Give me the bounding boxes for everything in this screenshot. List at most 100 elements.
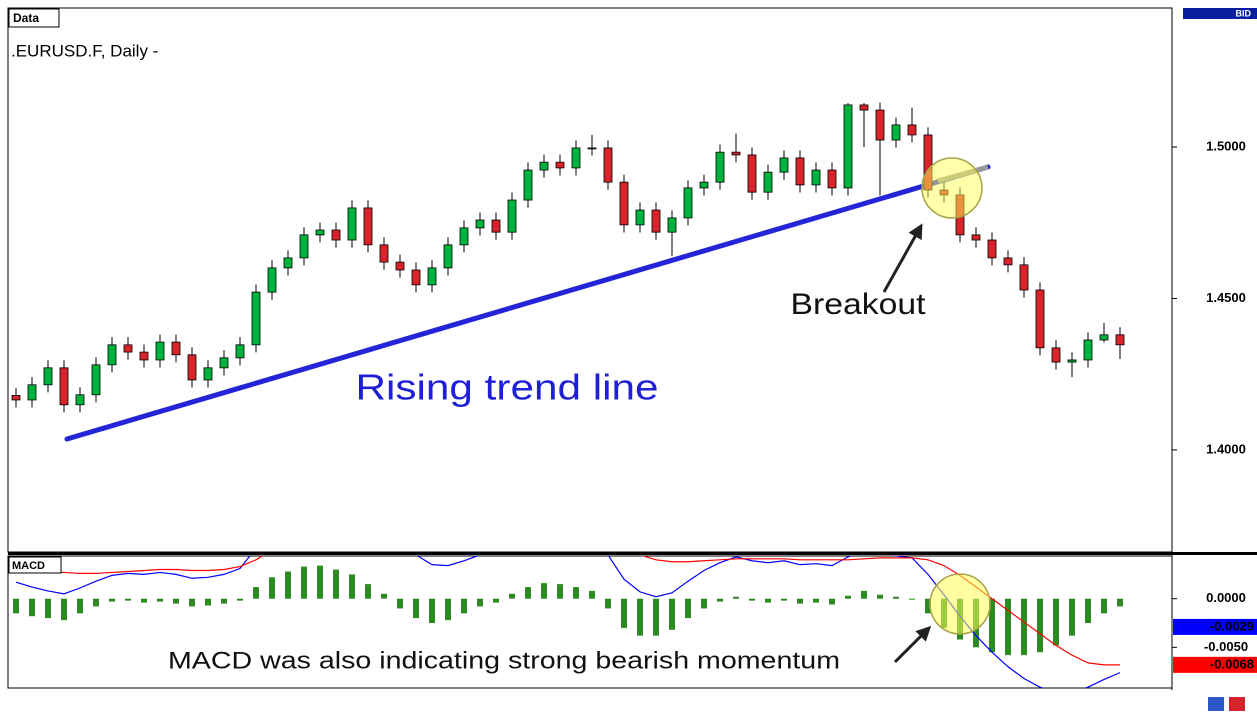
candle-body bbox=[187, 354, 197, 381]
histogram-bar bbox=[285, 571, 291, 599]
histogram-bar bbox=[45, 598, 51, 619]
histogram-bar bbox=[493, 598, 499, 603]
toolbar-icon[interactable] bbox=[1208, 697, 1224, 711]
histogram-bar bbox=[733, 596, 739, 599]
candle-body bbox=[827, 169, 837, 189]
candle-body bbox=[1019, 264, 1029, 291]
macd-annotation: MACD was also indicating strong bearish … bbox=[168, 647, 840, 674]
candle-body bbox=[459, 227, 469, 246]
histogram-bar bbox=[701, 598, 707, 609]
candle-body bbox=[747, 154, 757, 193]
candle-body bbox=[203, 367, 213, 381]
value-marker-label: -0.0068 bbox=[1210, 656, 1254, 671]
histogram-bar bbox=[845, 595, 851, 599]
histogram-bar bbox=[621, 598, 627, 628]
candle-body bbox=[43, 367, 53, 386]
candle-body bbox=[155, 341, 165, 361]
candle-body bbox=[1115, 334, 1125, 346]
histogram-bar bbox=[813, 598, 819, 603]
histogram-bar bbox=[925, 598, 931, 614]
candle-body bbox=[635, 209, 645, 226]
histogram-bar bbox=[637, 598, 643, 636]
histogram-bar bbox=[189, 598, 195, 607]
candle-body bbox=[507, 199, 517, 233]
histogram-bar bbox=[909, 598, 915, 600]
histogram-bar bbox=[445, 598, 451, 621]
histogram-bar bbox=[173, 598, 179, 604]
candle-body bbox=[475, 219, 485, 229]
candle-body bbox=[731, 151, 741, 156]
value-marker-label: -0.0029 bbox=[1210, 618, 1254, 633]
candle-body bbox=[619, 181, 629, 226]
candle-body bbox=[587, 147, 597, 150]
candle-body bbox=[971, 234, 981, 241]
histogram-bar bbox=[1069, 598, 1075, 636]
candle-body bbox=[667, 217, 677, 233]
candle-body bbox=[267, 267, 277, 293]
histogram-bar bbox=[1101, 598, 1107, 614]
candle-body bbox=[11, 395, 21, 401]
macd-label-box bbox=[8, 556, 62, 574]
candle-body bbox=[443, 244, 453, 269]
candle-body bbox=[219, 357, 229, 369]
candle-body bbox=[379, 244, 389, 263]
y-tick-label: 0.0000 bbox=[1206, 590, 1246, 605]
candle-body bbox=[139, 351, 149, 361]
bid-box bbox=[1183, 8, 1257, 19]
candle-body bbox=[91, 364, 101, 396]
histogram-bar bbox=[157, 598, 163, 602]
histogram-bar bbox=[477, 598, 483, 607]
histogram-bar bbox=[397, 598, 403, 609]
candle-body bbox=[795, 157, 805, 186]
value-marker bbox=[1173, 656, 1257, 673]
histogram-bar bbox=[381, 593, 387, 599]
macd-label: MACD bbox=[12, 560, 45, 572]
candle-body bbox=[395, 261, 405, 271]
macd-arrow bbox=[893, 625, 932, 664]
breakout-circle bbox=[921, 157, 983, 219]
candle-body bbox=[811, 169, 821, 186]
price-plot bbox=[11, 102, 1125, 442]
candle-body bbox=[907, 124, 917, 136]
macd-line bbox=[15, 556, 1121, 688]
candle-body bbox=[1051, 347, 1061, 363]
candle-body bbox=[123, 344, 133, 353]
candle-body bbox=[539, 161, 549, 171]
histogram-bar bbox=[301, 566, 307, 599]
histogram-bar bbox=[717, 598, 723, 602]
candle-body bbox=[491, 219, 501, 233]
breakout-arrow bbox=[882, 223, 923, 293]
toolbar-icon[interactable] bbox=[1229, 697, 1245, 711]
candle-body bbox=[1083, 339, 1093, 361]
candle-body bbox=[843, 104, 853, 189]
histogram-bar bbox=[29, 598, 35, 617]
histogram-bar bbox=[1085, 598, 1091, 624]
histogram-bar bbox=[989, 598, 995, 653]
candle-body bbox=[235, 344, 245, 359]
data-label-box bbox=[8, 8, 60, 28]
histogram-bar bbox=[669, 598, 675, 630]
candle-body bbox=[555, 161, 565, 169]
candle-body bbox=[891, 124, 901, 141]
histogram-bar bbox=[685, 598, 691, 619]
data-label: Data bbox=[13, 11, 39, 25]
trend-annotation: Rising trend line bbox=[356, 367, 659, 408]
axes: 1.4000 1.4500 1.5000 0.0000 -0.0050 -0.0029 -0… bbox=[1172, 138, 1257, 673]
histogram-bar bbox=[349, 574, 355, 599]
candle-body bbox=[331, 229, 341, 241]
histogram-bar bbox=[573, 587, 579, 599]
histogram-bar bbox=[525, 587, 531, 599]
histogram-bar bbox=[541, 583, 547, 599]
chart-title: .EURUSD.F, Daily - bbox=[11, 41, 158, 60]
histogram-bar bbox=[1021, 598, 1027, 656]
histogram-bar bbox=[1117, 598, 1123, 607]
histogram-bar bbox=[1005, 598, 1011, 656]
histogram-bar bbox=[141, 598, 147, 603]
histogram-bar bbox=[205, 598, 211, 606]
candle-body bbox=[251, 291, 261, 346]
histogram-bar bbox=[333, 569, 339, 599]
histogram-bar bbox=[125, 598, 131, 601]
trend-line bbox=[64, 164, 991, 442]
candle-body bbox=[763, 171, 773, 193]
histogram-bar bbox=[861, 590, 867, 599]
